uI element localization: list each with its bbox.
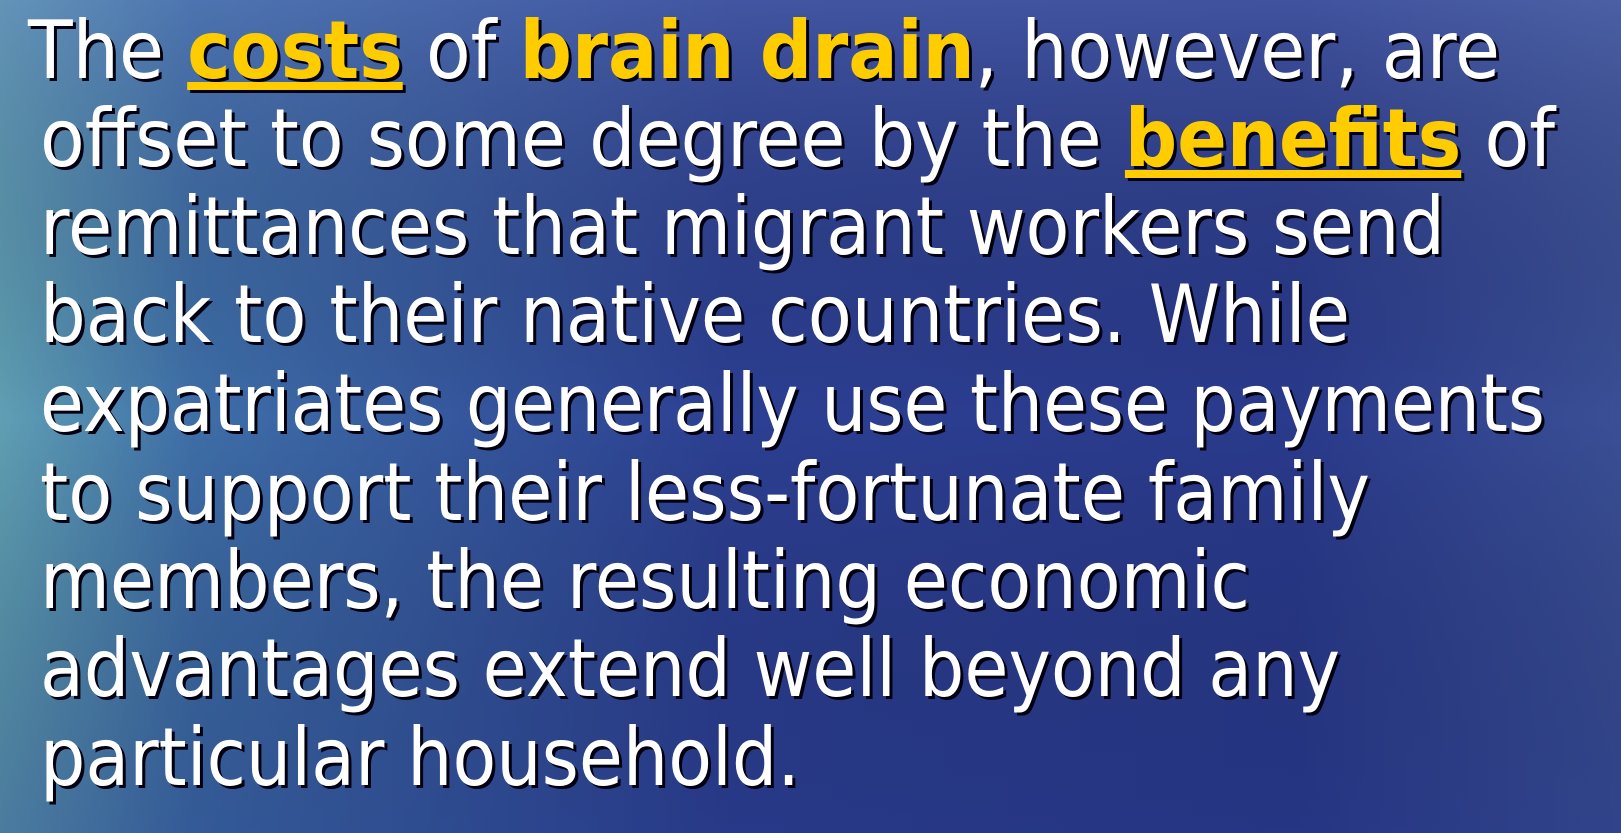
text-line: back to their native countries. While	[40, 268, 1350, 361]
text-line: advantages extend well beyond any	[40, 622, 1340, 715]
text-line: remittances that migrant workers send	[40, 180, 1445, 273]
text-line: members, the resulting economic	[40, 534, 1250, 627]
highlight: benefits	[1125, 92, 1461, 185]
text-line: expatriates generally use these payments	[40, 357, 1545, 450]
text-line: The costs of brain drain, however, are	[27, 4, 1500, 97]
text: offset to some degree by the	[40, 92, 1125, 185]
text-line: to support their less-fortunate family	[40, 446, 1370, 539]
highlight: brain drain	[520, 4, 975, 97]
text: of	[1461, 92, 1556, 185]
text-line: particular household.	[40, 711, 800, 804]
text: of	[403, 4, 520, 97]
text: The	[27, 4, 187, 97]
text-line: offset to some degree by the benefits of	[40, 92, 1557, 185]
highlight: costs	[187, 4, 403, 97]
text: , however, are	[975, 4, 1500, 97]
